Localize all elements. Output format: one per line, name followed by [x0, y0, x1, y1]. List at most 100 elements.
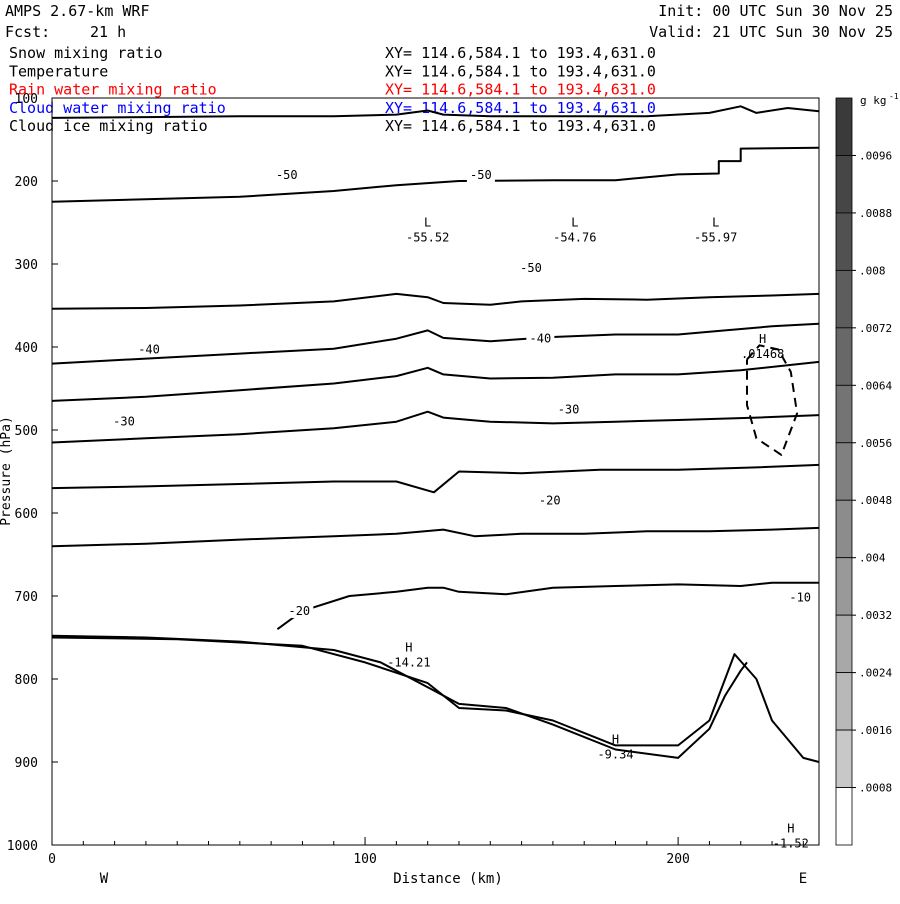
colorbar-label: .0048	[859, 494, 892, 507]
contour-label-backdrop	[110, 413, 139, 429]
forecast-hour: 21 h	[90, 23, 126, 41]
contour-label-backdrop	[272, 167, 301, 183]
colorbar-label: .0096	[859, 149, 892, 162]
colorbar-unit: g kg	[860, 94, 887, 107]
extremum-marker: H	[405, 641, 412, 655]
colorbar-swatch	[835, 155, 853, 214]
field-xy-range: XY= 114.6,584.1 to 193.4,631.0	[385, 44, 656, 62]
extremum-value: -55.52	[406, 231, 449, 245]
contour-label: -30	[558, 402, 580, 416]
contour-label: -50	[520, 261, 542, 275]
y-tick-label: 900	[15, 756, 38, 771]
temperature-contour	[51, 463, 820, 494]
model-title: AMPS 2.67-km WRF	[5, 2, 150, 20]
extremum-marker: L	[571, 216, 578, 230]
temperature-contour	[51, 410, 820, 444]
field-xy-range: XY= 114.6,584.1 to 193.4,631.0	[385, 81, 656, 99]
contour-label: -20	[539, 494, 561, 508]
x-tick-label: 0	[48, 852, 56, 867]
colorbar-swatch	[835, 97, 853, 156]
colorbar-swatch	[835, 384, 853, 444]
extremum-value: -54.76	[553, 231, 596, 245]
west-label: W	[100, 871, 109, 887]
temperature-contour	[51, 322, 820, 365]
colorbar-label: .004	[859, 552, 886, 565]
y-tick-label: 500	[15, 424, 38, 439]
x-tick-label: 100	[353, 852, 376, 867]
colorbar-swatch	[835, 729, 853, 788]
plot-frame	[51, 97, 820, 846]
y-tick-label: 700	[15, 590, 38, 605]
extremum-value: -1.52	[773, 837, 809, 851]
colorbar-swatch	[835, 672, 853, 731]
field-name: Cloud ice mixing ratio	[9, 117, 208, 135]
field-name: Snow mixing ratio	[9, 44, 163, 62]
x-tick-label: 200	[666, 852, 689, 867]
contour-label-backdrop	[466, 167, 495, 183]
temperature-contour	[51, 146, 820, 203]
temperature-contour	[51, 634, 748, 759]
valid-time: Valid: 21 UTC Sun 30 Nov 25	[649, 23, 893, 41]
header: AMPS 2.67-km WRF Fcst: 21 h Init: 00 UTC…	[5, 2, 893, 41]
y-tick-label: 600	[15, 507, 38, 522]
contour-label-backdrop	[285, 602, 314, 618]
y-tick-label: 400	[15, 341, 38, 356]
forecast-label: Fcst:	[5, 23, 50, 41]
field-xy-range: XY= 114.6,584.1 to 193.4,631.0	[385, 99, 656, 117]
x-axis-label: Distance (km)	[393, 871, 503, 887]
colorbar-label: .0024	[859, 667, 892, 680]
field-name: Rain water mixing ratio	[9, 81, 217, 99]
contour-label: -50	[470, 168, 492, 182]
extremum-marker: H	[612, 733, 619, 747]
cloud-ice-contour	[746, 344, 799, 456]
field-xy-range: XY= 114.6,584.1 to 193.4,631.0	[385, 62, 656, 80]
plot-area: -50-50-40-40-30-30-20-20-10-50L-55.52L-5…	[51, 105, 820, 851]
extremum-value: -9.34	[597, 748, 633, 762]
y-tick-label: 800	[15, 673, 38, 688]
contour-label: -40	[138, 342, 160, 356]
field-list: Snow mixing ratio XY= 114.6,584.1 to 193.…	[9, 44, 656, 135]
field-name: Cloud water mixing ratio	[9, 99, 226, 117]
colorbar: .0096 .0088 .008 .0072 .0064 .0056 .0048 .004 .0…	[835, 92, 899, 846]
extremum-marker: H	[787, 822, 794, 836]
colorbar-swatch	[835, 442, 853, 501]
y-axis-label: Pressure (hPa)	[0, 416, 14, 526]
y-tick-label: 200	[15, 175, 38, 190]
y-tick-label: 300	[15, 258, 38, 273]
init-time: Init: 00 UTC Sun 30 Nov 25	[658, 2, 893, 20]
colorbar-swatch	[835, 557, 853, 616]
field-xy-range: XY= 114.6,584.1 to 193.4,631.0	[385, 117, 656, 135]
colorbar-label: .008	[859, 264, 886, 277]
temperature-contour	[276, 581, 819, 631]
contour-label: -50	[276, 168, 298, 182]
extremum-value: -55.97	[694, 231, 737, 245]
contour-label-backdrop	[786, 589, 815, 605]
contour-label: -10	[789, 591, 811, 605]
colorbar-label: .0064	[859, 379, 892, 392]
colorbar-label: .0032	[859, 609, 892, 622]
field-name: Temperature	[9, 62, 108, 80]
colorbar-swatch	[835, 212, 853, 271]
y-tick-label: 1000	[7, 839, 38, 854]
contour-label: -30	[113, 415, 135, 429]
colorbar-label: .0088	[859, 207, 892, 220]
extremum-marker: L	[424, 216, 431, 230]
temperature-contour	[51, 292, 820, 310]
colorbar-label: .0008	[859, 782, 892, 795]
extremum-value: -14.21	[387, 656, 430, 670]
colorbar-swatch	[835, 327, 853, 386]
y-tick-label: 100	[15, 92, 38, 107]
colorbar-label: .0016	[859, 724, 892, 737]
colorbar-swatch	[835, 269, 853, 329]
contour-label-backdrop	[535, 492, 564, 508]
contour-label: -20	[288, 604, 310, 618]
extremum-value: .01468	[741, 347, 784, 361]
temperature-contour	[51, 360, 820, 402]
contour-label: -40	[530, 332, 552, 346]
contour-label-backdrop	[526, 330, 555, 346]
extremum-marker: H	[759, 332, 766, 346]
colorbar-unit-exponent: -1	[889, 92, 899, 101]
colorbar-swatch	[835, 499, 853, 559]
colorbar-label: .0072	[859, 322, 892, 335]
